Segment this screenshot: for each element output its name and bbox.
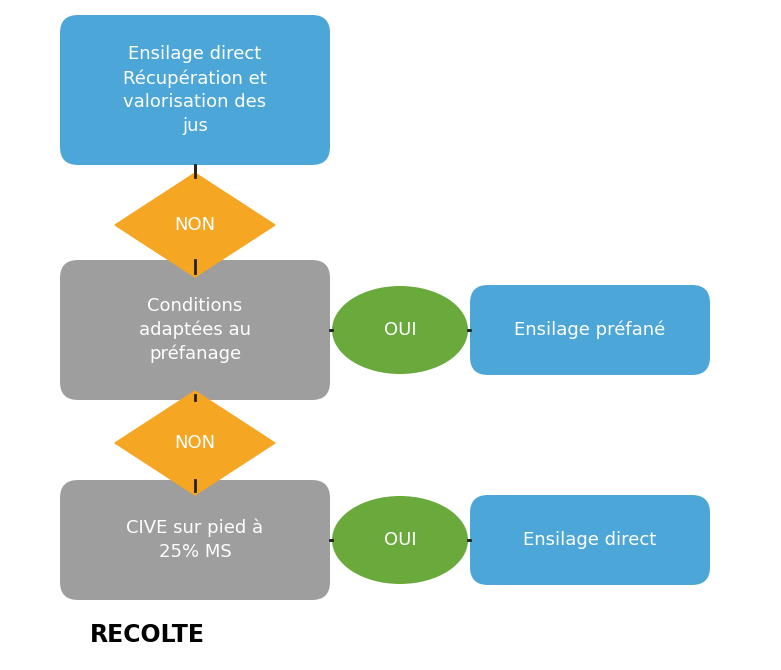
FancyBboxPatch shape (60, 480, 330, 600)
Text: NON: NON (174, 216, 216, 234)
Text: OUI: OUI (383, 321, 416, 339)
Ellipse shape (332, 496, 468, 584)
Text: RECOLTE: RECOLTE (90, 623, 205, 647)
Text: Ensilage direct: Ensilage direct (523, 531, 657, 549)
Ellipse shape (332, 286, 468, 374)
FancyBboxPatch shape (470, 285, 710, 375)
Text: CIVE sur pied à
25% MS: CIVE sur pied à 25% MS (127, 519, 263, 561)
FancyBboxPatch shape (60, 15, 330, 165)
Polygon shape (115, 391, 275, 495)
Text: Conditions
adaptées au
préfanage: Conditions adaptées au préfanage (139, 297, 251, 363)
FancyBboxPatch shape (470, 495, 710, 585)
Text: OUI: OUI (383, 531, 416, 549)
Text: NON: NON (174, 434, 216, 452)
Polygon shape (115, 173, 275, 277)
FancyBboxPatch shape (60, 260, 330, 400)
Text: Ensilage direct
Récupération et
valorisation des
jus: Ensilage direct Récupération et valorisa… (123, 46, 267, 135)
Text: Ensilage préfané: Ensilage préfané (515, 321, 665, 339)
